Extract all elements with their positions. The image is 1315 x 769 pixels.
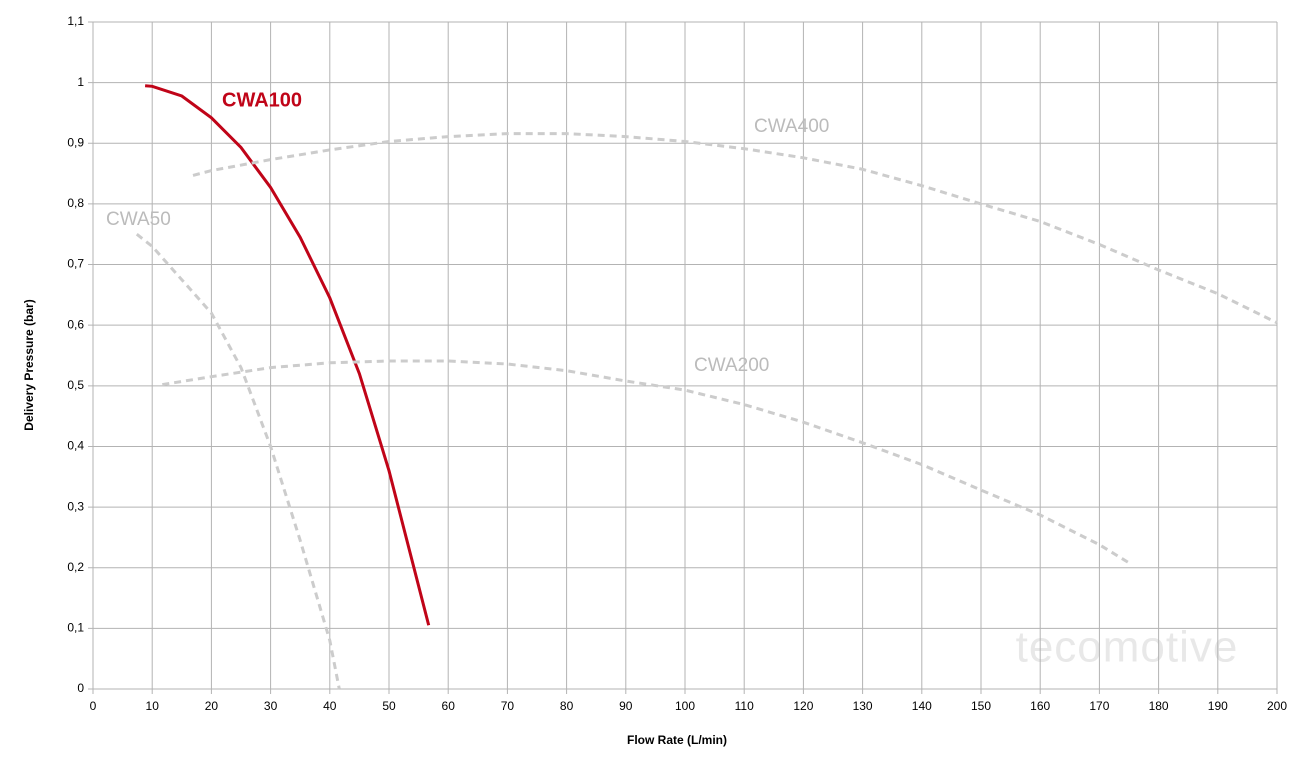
y-tick-label: 1 (77, 75, 84, 89)
x-tick-label: 110 (735, 699, 754, 713)
x-tick-label: 30 (264, 699, 278, 713)
y-tick-label: 0,2 (67, 560, 84, 574)
watermark: tecomotive (1016, 623, 1239, 672)
x-tick-label: 130 (853, 699, 873, 713)
y-tick-label: 0,3 (67, 499, 84, 513)
y-tick-label: 0,1 (67, 621, 84, 635)
x-tick-label: 200 (1267, 699, 1287, 713)
y-tick-label: 0,8 (67, 196, 84, 210)
x-tick-label: 190 (1208, 699, 1228, 713)
series-label: CWA100 (222, 89, 302, 111)
x-tick-label: 140 (912, 699, 932, 713)
x-tick-label: 80 (560, 699, 574, 713)
y-tick-label: 0,6 (67, 317, 84, 331)
x-tick-label: 0 (90, 699, 97, 713)
series-line (144, 84, 431, 626)
y-tick-label: 0,9 (67, 135, 84, 149)
x-tick-label: 10 (146, 699, 160, 713)
x-tick-label: 120 (793, 699, 813, 713)
y-tick-label: 0,5 (67, 378, 84, 392)
y-tick-label: 0,7 (67, 257, 84, 271)
series-line (192, 132, 1278, 325)
x-tick-label: 50 (382, 699, 396, 713)
y-axis-title: Delivery Pressure (bar) (22, 299, 36, 430)
x-tick-label: 180 (1149, 699, 1169, 713)
series-label: CWA50 (106, 209, 171, 230)
x-tick-label: 60 (442, 699, 456, 713)
y-tick-label: 0,4 (67, 439, 84, 453)
y-tick-label: 0 (77, 681, 84, 695)
x-tick-label: 20 (205, 699, 219, 713)
series-line (135, 233, 341, 690)
x-tick-label: 100 (675, 699, 695, 713)
x-tick-label: 90 (619, 699, 633, 713)
series-label: CWA400 (754, 116, 829, 137)
series-line (162, 359, 1133, 566)
x-tick-label: 40 (323, 699, 337, 713)
series-label: CWA200 (694, 355, 769, 376)
x-tick-label: 70 (501, 699, 515, 713)
x-tick-label: 150 (971, 699, 991, 713)
y-tick-label: 1,1 (67, 14, 84, 28)
x-tick-label: 160 (1030, 699, 1050, 713)
x-axis-title: Flow Rate (L/min) (627, 733, 727, 747)
x-tick-label: 170 (1089, 699, 1109, 713)
